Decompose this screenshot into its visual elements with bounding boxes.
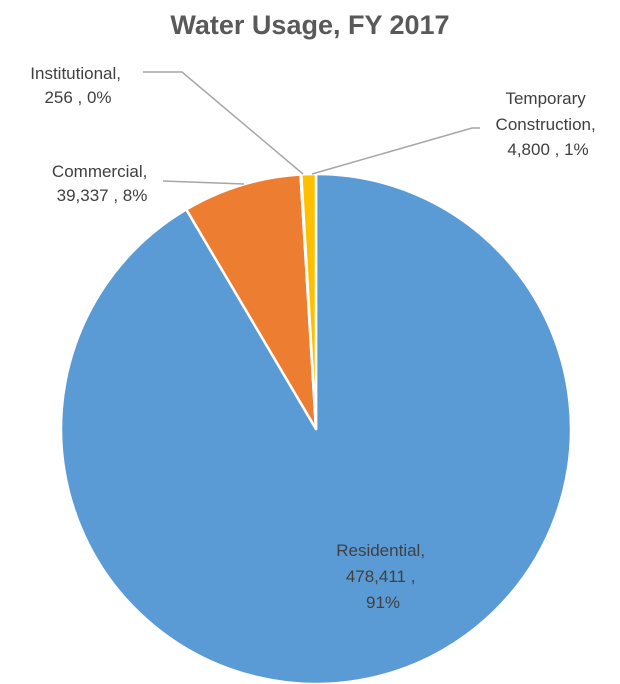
data-label-residential: Residential, 478,411 , 91% — [336, 541, 430, 612]
data-label-temporary: Temporary Construction, 4,800 , 1% — [496, 89, 601, 159]
leader-line-temporary — [311, 127, 480, 175]
pie-slice-commercial — [185, 173, 318, 431]
leader-line-institutional — [143, 71, 304, 175]
chart-title: Water Usage, FY 2017 — [170, 10, 449, 40]
data-label-institutional: Institutional, 256 , 0% — [30, 64, 125, 107]
pie-slices — [59, 172, 573, 684]
data-label-commercial: Commercial, 39,337 , 8% — [52, 162, 152, 205]
leader-line-commercial — [162, 180, 245, 185]
pie-slice-temporary-construction — [300, 172, 318, 431]
